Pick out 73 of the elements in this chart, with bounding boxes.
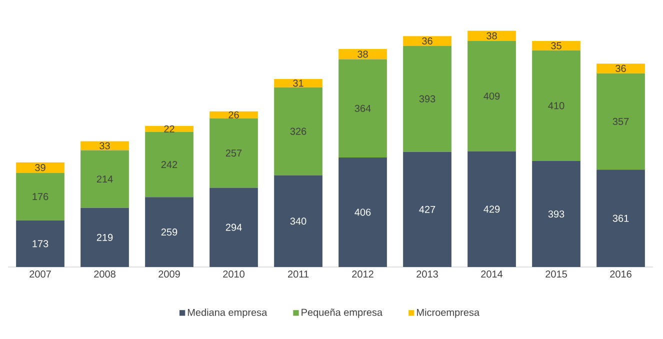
bar [16, 220, 64, 267]
bar [80, 141, 129, 150]
bar [532, 160, 580, 267]
bar [16, 172, 64, 220]
data-label: 26 [228, 111, 239, 118]
bar [274, 87, 322, 176]
x-tick-label: 2007 [30, 270, 51, 278]
bar [468, 40, 516, 152]
bar [596, 64, 645, 74]
data-label: 219 [96, 234, 113, 241]
x-tick-label: 2015 [546, 270, 567, 278]
bar [338, 157, 387, 267]
data-label: 39 [35, 164, 46, 172]
data-label: 294 [226, 224, 242, 231]
bar [210, 188, 258, 267]
data-label: 393 [419, 95, 436, 102]
data-label: 242 [161, 161, 178, 168]
data-label: 33 [100, 142, 110, 150]
bar [274, 78, 322, 88]
data-label: 36 [616, 64, 626, 72]
bar [532, 40, 580, 50]
data-label: 35 [551, 42, 562, 50]
data-label: 340 [290, 218, 306, 225]
x-tick-label: 2009 [158, 270, 180, 278]
x-tick-label: 2008 [94, 270, 116, 278]
legend-label: Mediana empresa [188, 308, 268, 318]
data-label: 257 [226, 149, 242, 157]
data-label: 22 [164, 125, 174, 132]
data-label: 36 [422, 37, 432, 44]
data-label: 31 [293, 80, 304, 87]
legend-label: Pequeña empresa [302, 308, 383, 318]
bar [16, 162, 64, 173]
data-label: 38 [486, 32, 497, 40]
data-label: 409 [484, 92, 500, 100]
bar [403, 46, 452, 152]
bar [145, 197, 194, 267]
data-label: 406 [354, 208, 371, 216]
bar [274, 175, 322, 267]
data-label: 326 [290, 128, 306, 135]
data-label: 429 [484, 206, 500, 213]
bar [80, 208, 129, 267]
bar [80, 150, 129, 208]
x-tick-label: 2013 [416, 270, 438, 278]
data-label: 410 [548, 102, 564, 110]
bar [532, 50, 580, 161]
bar [145, 132, 194, 198]
bar [596, 170, 645, 267]
bar [596, 73, 645, 170]
data-label: 427 [419, 206, 436, 213]
x-tick-label: 2016 [610, 270, 632, 278]
bar [210, 111, 258, 118]
data-label: 38 [358, 50, 368, 58]
data-label: 176 [32, 193, 48, 200]
data-label: 361 [612, 214, 629, 222]
data-label: 259 [161, 228, 178, 236]
bar [338, 49, 387, 60]
bar [145, 126, 194, 132]
bar [403, 36, 452, 46]
x-tick-label: 2014 [481, 270, 503, 278]
data-label: 173 [32, 240, 48, 248]
bar [210, 118, 258, 188]
bar [468, 151, 516, 267]
bar [468, 30, 516, 41]
data-label: 393 [548, 210, 564, 218]
x-tick-label: 2012 [352, 270, 374, 278]
bar [403, 152, 452, 267]
data-label: 214 [96, 176, 113, 183]
legend-label: Microempresa [417, 308, 480, 318]
data-label: 357 [612, 118, 629, 126]
data-label: 364 [354, 104, 371, 112]
x-tick-label: 2011 [288, 270, 309, 278]
x-tick-label: 2010 [223, 270, 244, 278]
bar [338, 59, 387, 158]
